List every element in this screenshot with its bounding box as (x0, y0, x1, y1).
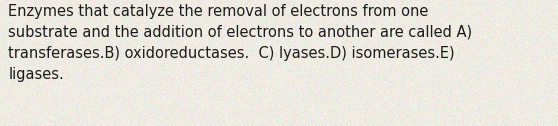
Text: Enzymes that catalyze the removal of electrons from one
substrate and the additi: Enzymes that catalyze the removal of ele… (8, 4, 473, 82)
